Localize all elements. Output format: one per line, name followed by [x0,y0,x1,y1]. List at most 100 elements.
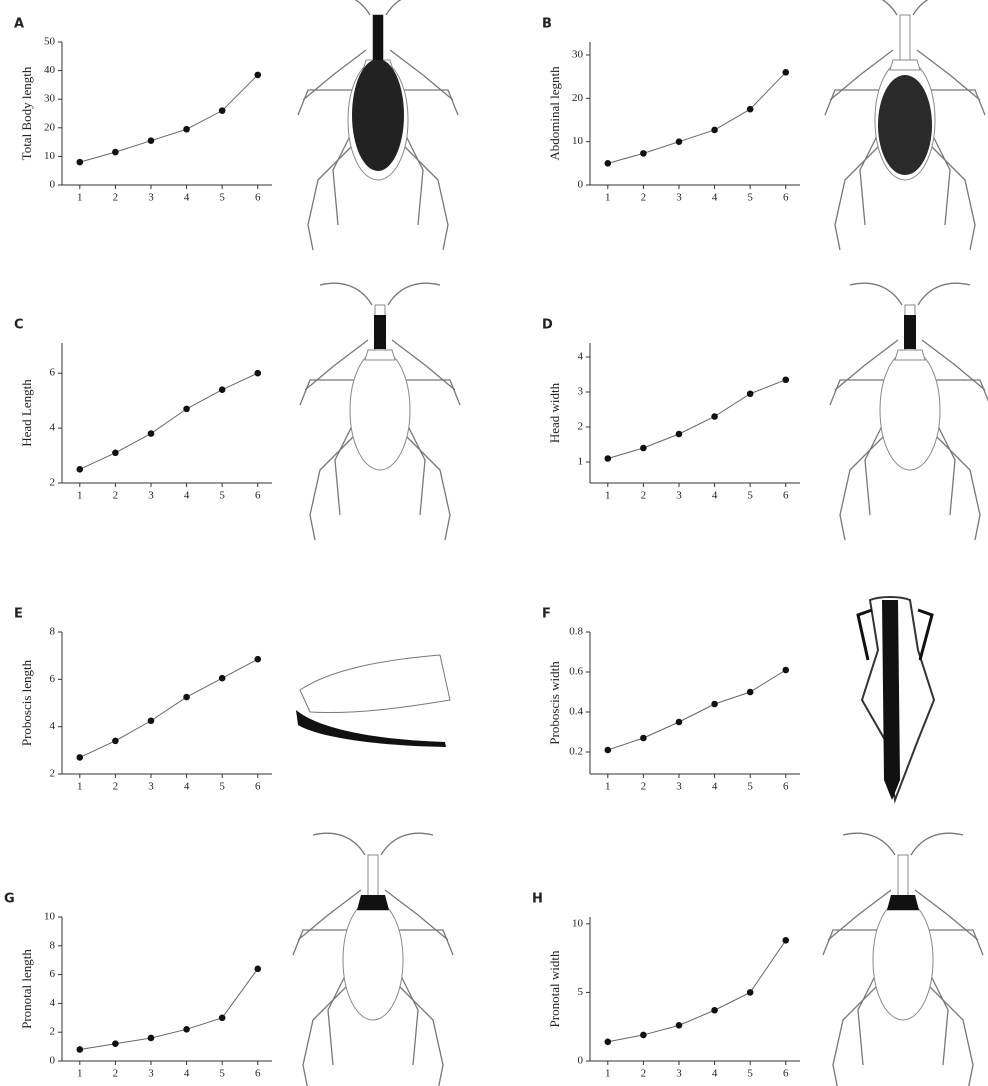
chart: E Proboscis length 2 4 6 8 1 2 3 4 5 6 [14,607,272,793]
y-tick-label: 0 [50,179,56,191]
data-point [782,376,790,384]
y-tick-label: 20 [572,92,584,104]
data-point [112,737,119,745]
data-point [183,125,190,133]
x-tick-label: 4 [712,490,718,502]
x-tick-label: 4 [184,1068,190,1080]
x-tick-label: 3 [148,781,154,793]
x-tick-label: 4 [712,192,718,204]
data-point [604,160,612,167]
y-tick-label: 2 [50,477,56,489]
data-point [183,693,190,701]
chart: B Abdominal legnth 0 10 20 30 1 2 3 4 5 6 [542,17,800,204]
x-tick-label: 6 [783,490,789,502]
x-tick-label: 3 [148,192,154,204]
data-point [76,158,84,166]
data-point [147,137,155,144]
y-tick-label: 0.2 [569,746,583,758]
x-tick-label: 6 [255,490,261,502]
panel-label: H [532,892,543,907]
y-tick-label: 4 [50,997,56,1009]
chart: A Total Body length 0 10 20 30 40 50 1 2 3 4 5 6 [14,17,272,204]
data-point [218,107,226,114]
x-tick-label: 5 [747,781,753,793]
insect-d [829,282,988,541]
x-tick-label: 5 [747,1068,753,1080]
y-tick-label: 8 [50,939,56,951]
y-tick-label: 2 [50,768,56,780]
data-point [604,746,612,754]
data-point [711,1006,718,1014]
x-tick-label: 3 [148,1068,154,1080]
y-tick-label: 0 [578,1055,584,1067]
data-point [218,386,226,393]
x-tick-label: 5 [219,490,225,502]
chart: F Proboscis width 0.2 0.4 0.6 0.8 1 2 3 4 5 6 [542,607,800,793]
y-tick-label: 0 [578,179,584,191]
x-tick-label: 4 [712,1068,718,1080]
x-tick-label: 6 [783,781,789,793]
y-tick-label: 6 [50,673,56,685]
data-point [711,413,718,420]
y-tick-label: 10 [572,917,584,929]
x-tick-label: 6 [255,1068,261,1080]
insect-h [822,832,984,1086]
x-tick-label: 2 [641,1068,647,1080]
data-point [746,688,754,696]
y-tick-label: 3 [578,386,584,398]
y-tick-label: 30 [572,49,584,61]
x-tick-label: 1 [605,781,611,793]
y-axis-label: Proboscis width [547,661,562,745]
y-tick-label: 6 [50,968,56,980]
data-point [183,405,190,413]
y-tick-label: 5 [578,986,584,998]
y-tick-label: 50 [44,36,56,48]
x-tick-label: 2 [113,490,119,502]
data-point [604,1038,612,1046]
x-tick-label: 2 [113,781,119,793]
data-point [183,1026,190,1033]
data-point [254,965,262,973]
data-point [640,734,647,742]
data-point [218,1014,226,1022]
data-point [147,1034,155,1042]
data-point [782,666,790,674]
data-point [640,1031,647,1039]
x-tick-label: 3 [676,192,682,204]
data-point [254,655,262,663]
x-tick-label: 3 [676,490,682,502]
series-line [79,74,259,163]
insect-a [297,0,459,251]
head-drawing [856,596,936,804]
x-tick-label: 6 [255,781,261,793]
x-tick-label: 1 [77,1068,83,1080]
data-point [711,700,718,708]
x-tick-label: 1 [77,781,83,793]
data-point [112,449,119,457]
x-tick-label: 3 [676,1068,682,1080]
y-axis-label: Proboscis length [19,659,34,746]
data-point [675,1022,683,1029]
data-point [640,444,647,452]
x-tick-label: 5 [219,192,225,204]
data-point [675,430,683,438]
x-tick-label: 4 [184,490,190,502]
y-tick-label: 0 [50,1055,56,1067]
x-tick-label: 3 [148,490,154,502]
data-point [147,430,155,437]
x-tick-label: 1 [77,192,83,204]
y-axis-label: Pronotal width [547,950,562,1027]
data-point [746,105,754,113]
panel-label: G [4,892,15,907]
x-tick-label: 6 [255,192,261,204]
series-line [607,940,787,1043]
data-point [782,937,790,944]
panel-label: E [14,607,23,622]
y-tick-label: 10 [44,911,56,923]
x-tick-label: 1 [605,1068,611,1080]
y-tick-label: 2 [578,421,584,433]
data-point [76,754,84,761]
data-point [782,69,790,76]
series-line [607,669,787,751]
